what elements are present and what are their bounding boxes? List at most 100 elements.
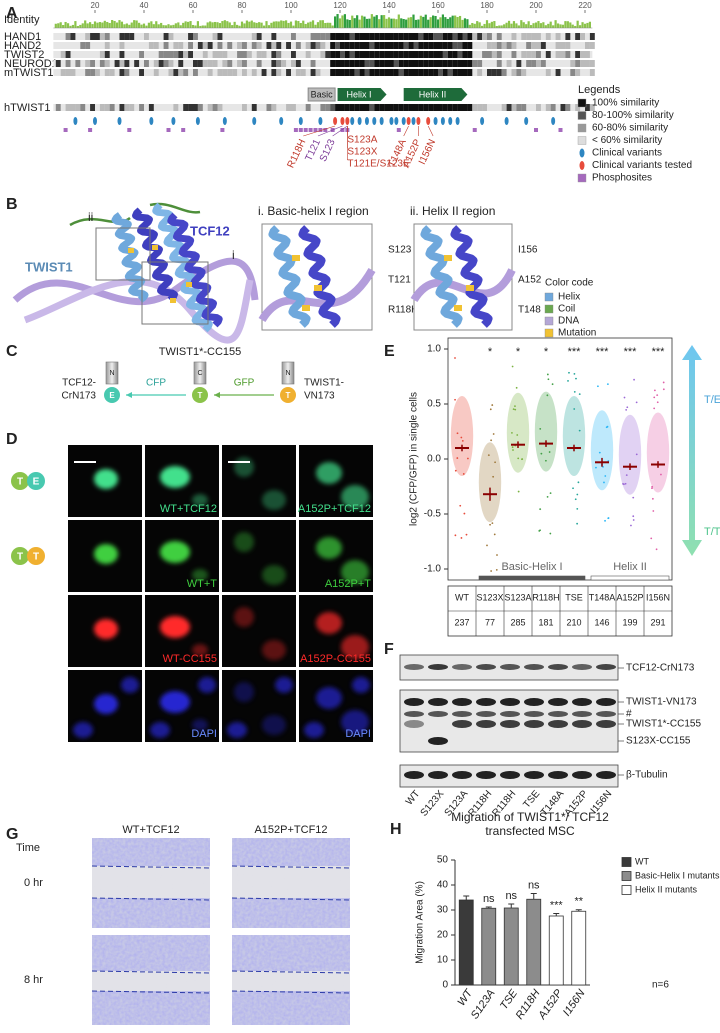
sequence-block	[65, 51, 71, 58]
identity-bar	[549, 21, 552, 28]
phosphosite	[293, 128, 298, 132]
table-category: I156N	[646, 592, 670, 602]
identity-bar	[106, 21, 109, 28]
sequence-block	[359, 51, 365, 58]
ruler-label: 80	[238, 1, 247, 10]
blot-band	[500, 720, 520, 728]
identity-bar	[152, 24, 155, 28]
cell-dot	[604, 475, 607, 477]
sequence-block	[457, 60, 463, 67]
sequence-block	[418, 51, 424, 58]
sequence-block	[335, 42, 340, 49]
sequence-block	[104, 104, 110, 111]
identity-bar	[434, 15, 437, 28]
image-caption: WT-CC155	[163, 653, 217, 665]
tag-letter: N	[109, 370, 114, 377]
identity-bar	[407, 17, 410, 28]
identity-bar	[253, 22, 256, 28]
cell-dot	[465, 533, 468, 536]
sequence-block	[452, 42, 458, 49]
blot-band	[404, 698, 424, 706]
sequence-block	[330, 33, 336, 40]
sequence-block	[423, 33, 429, 40]
blot-band	[404, 771, 424, 779]
identity-bar	[485, 20, 489, 28]
identity-bar	[211, 22, 214, 28]
sequence-block	[423, 51, 429, 58]
tag-cylinder	[105, 361, 119, 385]
sequence-block	[575, 33, 581, 40]
sequence-block	[496, 60, 502, 67]
cell-dot	[574, 498, 577, 501]
sequence-block	[369, 60, 375, 67]
construct-label: CrN173	[62, 391, 97, 402]
residue-label: T121	[388, 275, 411, 286]
identity-bar	[468, 24, 471, 28]
variant-tested	[333, 117, 338, 125]
condition-label: WT+TCF12	[122, 824, 179, 836]
sequence-block	[462, 104, 468, 111]
panel-letter: F	[384, 641, 394, 658]
significance: ***	[568, 346, 582, 358]
mutation-site	[152, 245, 158, 250]
sequence-block	[501, 42, 507, 49]
sequence-block	[423, 60, 429, 67]
cell	[316, 537, 342, 559]
time-point: 0 hr	[24, 877, 43, 889]
cell-dot	[512, 408, 515, 410]
variant-label: S123A	[347, 135, 377, 146]
domain-helix	[337, 88, 387, 101]
y-tick-label: -0.5	[424, 509, 442, 520]
color-swatch	[544, 328, 554, 338]
blot-band	[452, 720, 472, 728]
cell-dot	[662, 381, 665, 384]
variant-tested	[406, 117, 411, 125]
cell-dot	[492, 475, 495, 478]
blot-band	[524, 771, 544, 779]
identity-bar	[213, 21, 217, 28]
sequence-block	[197, 60, 203, 67]
identity-bar	[189, 21, 192, 28]
sequence-block	[183, 69, 189, 76]
sequence-block	[364, 33, 370, 40]
sequence-block	[197, 42, 203, 49]
sequence-block	[153, 69, 159, 76]
identity-bar	[488, 23, 491, 28]
identity-bar	[473, 23, 476, 28]
sequence-block	[403, 42, 409, 49]
sequence-block	[379, 42, 385, 49]
cell-dot	[460, 537, 463, 539]
sequence-block	[408, 51, 414, 58]
identity-bar	[419, 15, 422, 28]
identity-bar	[130, 22, 133, 28]
sequence-block	[389, 51, 394, 58]
cell-dot	[573, 372, 576, 375]
sequence-strip	[53, 60, 593, 67]
blot-band	[596, 698, 616, 706]
identity-bar	[299, 23, 302, 28]
sequence-block	[477, 60, 483, 67]
sequence-block	[487, 51, 492, 58]
clinical-variant	[298, 117, 303, 125]
identity-bar	[172, 24, 175, 28]
sequence-block	[310, 33, 316, 40]
identity-bar	[69, 25, 72, 28]
bar	[458, 899, 474, 986]
construct-label: TCF12-	[62, 378, 96, 389]
blot-band	[452, 771, 472, 779]
identity-bar	[140, 24, 143, 28]
construct-label: VN173	[304, 391, 335, 402]
identity-bar	[329, 22, 332, 28]
color-code-label: Coil	[558, 304, 575, 315]
sequence-block	[202, 51, 208, 58]
identity-bar	[414, 19, 418, 28]
sequence-block	[340, 104, 345, 111]
sequence-block	[119, 69, 125, 76]
cell-dot	[656, 394, 659, 396]
sequence-block	[320, 51, 326, 58]
sequence-block	[496, 69, 502, 76]
sequence-block	[550, 104, 556, 111]
sequence-block	[447, 33, 453, 40]
protein-letter: T	[198, 391, 203, 400]
sequence-block	[467, 51, 473, 58]
